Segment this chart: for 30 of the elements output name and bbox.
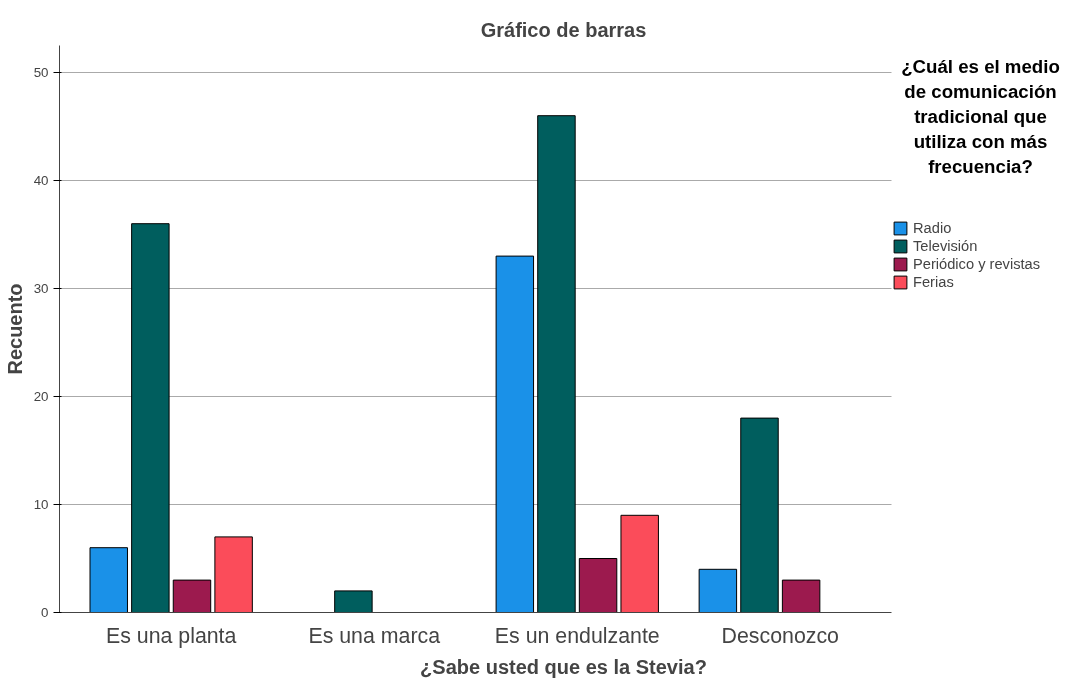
x-axis-title: ¿Sabe usted que es la Stevia?	[420, 655, 707, 678]
bar	[334, 590, 373, 613]
legend-label: Televisión	[913, 238, 978, 254]
y-tick-label: 10	[33, 497, 49, 512]
bar	[781, 579, 821, 613]
x-tick-label: Desconozco	[721, 623, 839, 648]
bar	[214, 536, 253, 613]
x-tick-label: Es una marca	[308, 623, 441, 648]
y-tick-label: 0	[41, 605, 49, 620]
y-tick-label: 50	[33, 65, 49, 80]
bar	[537, 115, 576, 613]
y-tick-label: 30	[33, 281, 49, 296]
bar	[578, 558, 618, 613]
bar	[89, 547, 128, 613]
chart-title: Gráfico de barras	[480, 18, 647, 41]
bar	[172, 579, 212, 613]
bar	[620, 514, 659, 613]
x-tick-label: Es un endulzante	[494, 623, 660, 648]
bar	[131, 223, 170, 613]
legend-title: ¿Cuál es el medio de comunicación tradicional que utiliza con más frecuencia?	[901, 55, 1060, 178]
legend-label: Radio	[913, 220, 952, 236]
bar	[698, 568, 738, 613]
y-tick-label: 20	[33, 389, 49, 404]
bar	[495, 255, 535, 613]
legend-label: Periódico y revistas	[913, 256, 1041, 272]
y-tick-label: 40	[33, 173, 49, 188]
x-tick-label: Es una planta	[105, 623, 237, 648]
bar	[740, 417, 779, 613]
y-axis-title: Recuento	[3, 283, 26, 375]
legend-label: Ferias	[913, 274, 954, 290]
